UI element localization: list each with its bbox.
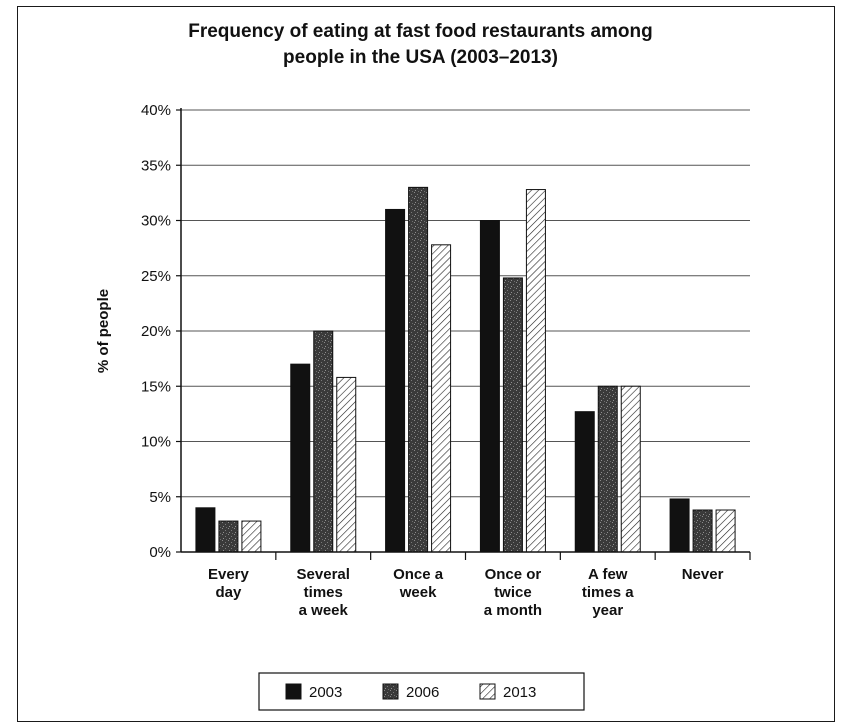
x-category-label: a week: [299, 602, 349, 619]
x-category-label: year: [592, 602, 623, 619]
y-tick-label: 35%: [141, 157, 171, 174]
y-tick-label: 25%: [141, 268, 171, 285]
bar-2003-4: [574, 411, 595, 553]
chart-title-line-1: Frequency of eating at fast food restaur…: [188, 21, 653, 42]
bar-2006-4: [597, 385, 618, 553]
legend-box: [258, 672, 585, 711]
legend-swatch-2006: [382, 683, 399, 700]
legend-label-2006: 2006: [406, 684, 439, 701]
x-category-label: week: [399, 584, 437, 601]
bar-2003-3: [479, 220, 500, 553]
x-category-label: a month: [484, 602, 542, 619]
bar-2006-3: [502, 277, 523, 553]
bar-2006-5: [692, 509, 713, 553]
bar-2013-2: [431, 244, 452, 553]
y-tick-label: 10%: [141, 434, 171, 451]
x-category-label: times a: [582, 584, 634, 601]
y-axis-title: % of people: [95, 289, 112, 373]
x-category-label: Once a: [393, 566, 444, 583]
x-category-label: day: [215, 584, 242, 601]
bar-2013-4: [620, 385, 641, 553]
x-category-label: twice: [494, 584, 532, 601]
bar-2013-5: [715, 509, 736, 553]
x-category-label: times: [304, 584, 343, 601]
x-category-label: Several: [297, 566, 350, 583]
y-tick-label: 15%: [141, 378, 171, 395]
bar-2006-0: [218, 520, 239, 553]
x-category-label: Never: [682, 566, 724, 583]
legend-swatch-2013: [479, 683, 496, 700]
bar-2013-3: [525, 189, 546, 553]
legend-label-2003: 2003: [309, 684, 342, 701]
y-tick-label: 30%: [141, 213, 171, 230]
x-category-label: A few: [588, 566, 628, 583]
bar-2003-2: [385, 208, 406, 553]
bar-2006-2: [408, 186, 429, 553]
y-tick-label: 20%: [141, 323, 171, 340]
bar-2006-1: [313, 330, 334, 553]
x-category-label: Once or: [485, 566, 542, 583]
bar-2013-1: [336, 376, 357, 553]
y-tick-label: 0%: [149, 544, 171, 561]
y-tick-label: 5%: [149, 489, 171, 506]
bar-2003-5: [669, 498, 690, 553]
bar-2013-0: [241, 520, 262, 553]
legend-swatch-2003: [285, 683, 302, 700]
y-tick-label: 40%: [141, 102, 171, 119]
chart-title-line-2: people in the USA (2003–2013): [283, 47, 558, 68]
x-category-label: Every: [208, 566, 250, 583]
bar-2003-0: [195, 507, 216, 553]
bar-2003-1: [290, 363, 311, 553]
legend-label-2013: 2013: [503, 684, 536, 701]
